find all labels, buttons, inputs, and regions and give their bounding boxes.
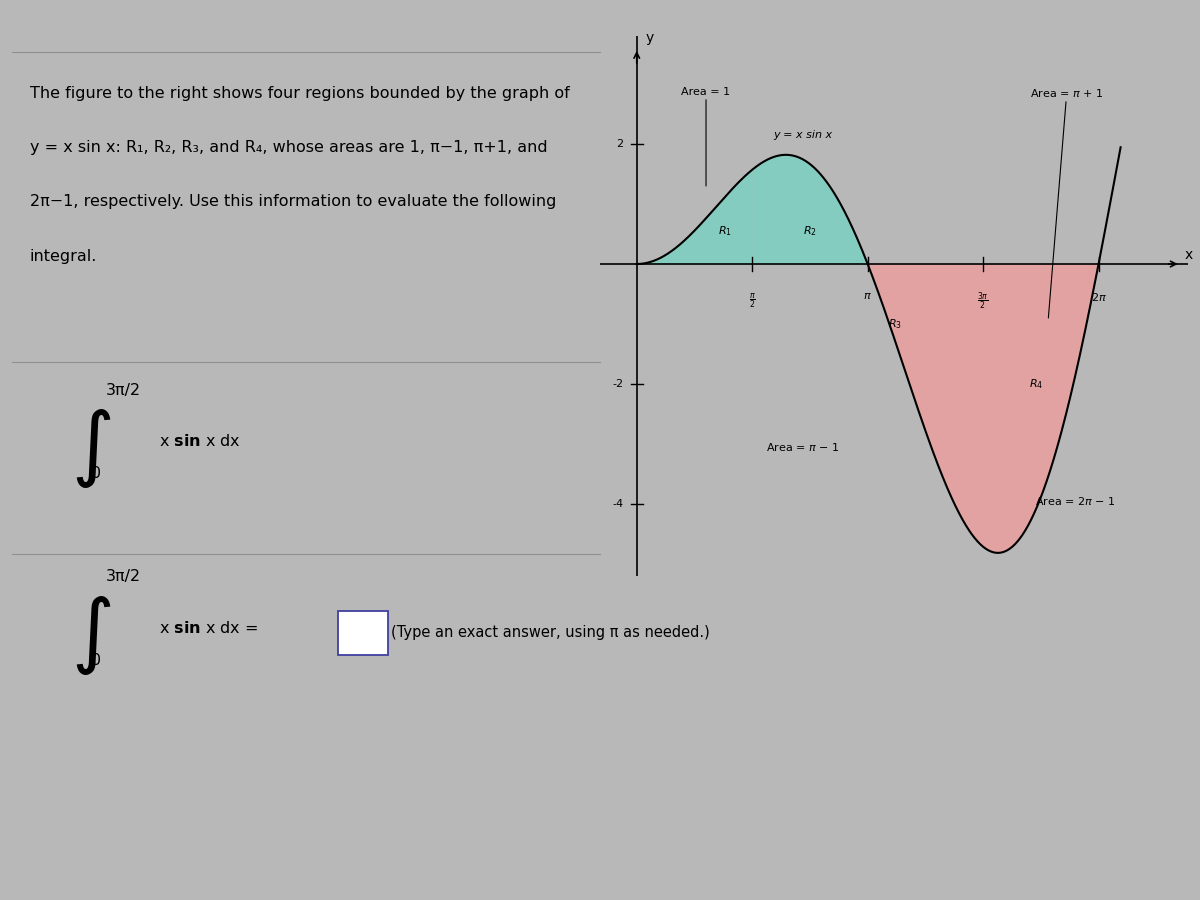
Text: -2: -2 <box>612 379 624 389</box>
Text: Area = $\pi$ $-$ 1: Area = $\pi$ $-$ 1 <box>767 441 840 453</box>
Text: integral.: integral. <box>30 248 97 264</box>
Text: $\int$: $\int$ <box>71 595 112 677</box>
Text: Area = $\pi$ + 1: Area = $\pi$ + 1 <box>1030 87 1103 318</box>
Text: 2π−1, respectively. Use this information to evaluate the following: 2π−1, respectively. Use this information… <box>30 194 556 210</box>
Text: x $\bf{sin}$ x dx: x $\bf{sin}$ x dx <box>158 433 241 449</box>
Text: $\int$: $\int$ <box>71 408 112 490</box>
Text: The figure to the right shows four regions bounded by the graph of: The figure to the right shows four regio… <box>30 86 569 101</box>
Text: (Type an exact answer, using π as needed.): (Type an exact answer, using π as needed… <box>391 625 710 640</box>
Text: x $\bf{sin}$ x dx =: x $\bf{sin}$ x dx = <box>158 619 258 635</box>
Text: $2\pi$: $2\pi$ <box>1091 291 1106 303</box>
Text: y = x sin x: y = x sin x <box>774 130 833 140</box>
Text: $\pi$: $\pi$ <box>863 291 872 301</box>
Text: Area = 2$\pi$ $-$ 1: Area = 2$\pi$ $-$ 1 <box>1036 495 1116 507</box>
Text: y = x sin x: R₁, R₂, R₃, and R₄, whose areas are 1, π−1, π+1, and: y = x sin x: R₁, R₂, R₃, and R₄, whose a… <box>30 140 547 155</box>
Text: 2: 2 <box>617 139 624 149</box>
Text: $R_4$: $R_4$ <box>1030 377 1043 391</box>
Text: 0: 0 <box>91 466 102 482</box>
Text: $R_2$: $R_2$ <box>803 224 817 238</box>
Text: $\frac{3\pi}{2}$: $\frac{3\pi}{2}$ <box>977 291 989 312</box>
Text: $\frac{\pi}{2}$: $\frac{\pi}{2}$ <box>749 291 756 310</box>
Text: -4: -4 <box>612 499 624 509</box>
Text: 0: 0 <box>91 653 102 668</box>
Text: y: y <box>646 31 654 45</box>
Text: 3π/2: 3π/2 <box>106 570 142 584</box>
FancyBboxPatch shape <box>338 611 389 655</box>
Text: Area = 1: Area = 1 <box>682 87 731 186</box>
Text: x: x <box>1184 248 1193 262</box>
Text: $R_3$: $R_3$ <box>888 317 902 331</box>
Text: 3π/2: 3π/2 <box>106 382 142 398</box>
Text: $R_1$: $R_1$ <box>718 224 732 238</box>
